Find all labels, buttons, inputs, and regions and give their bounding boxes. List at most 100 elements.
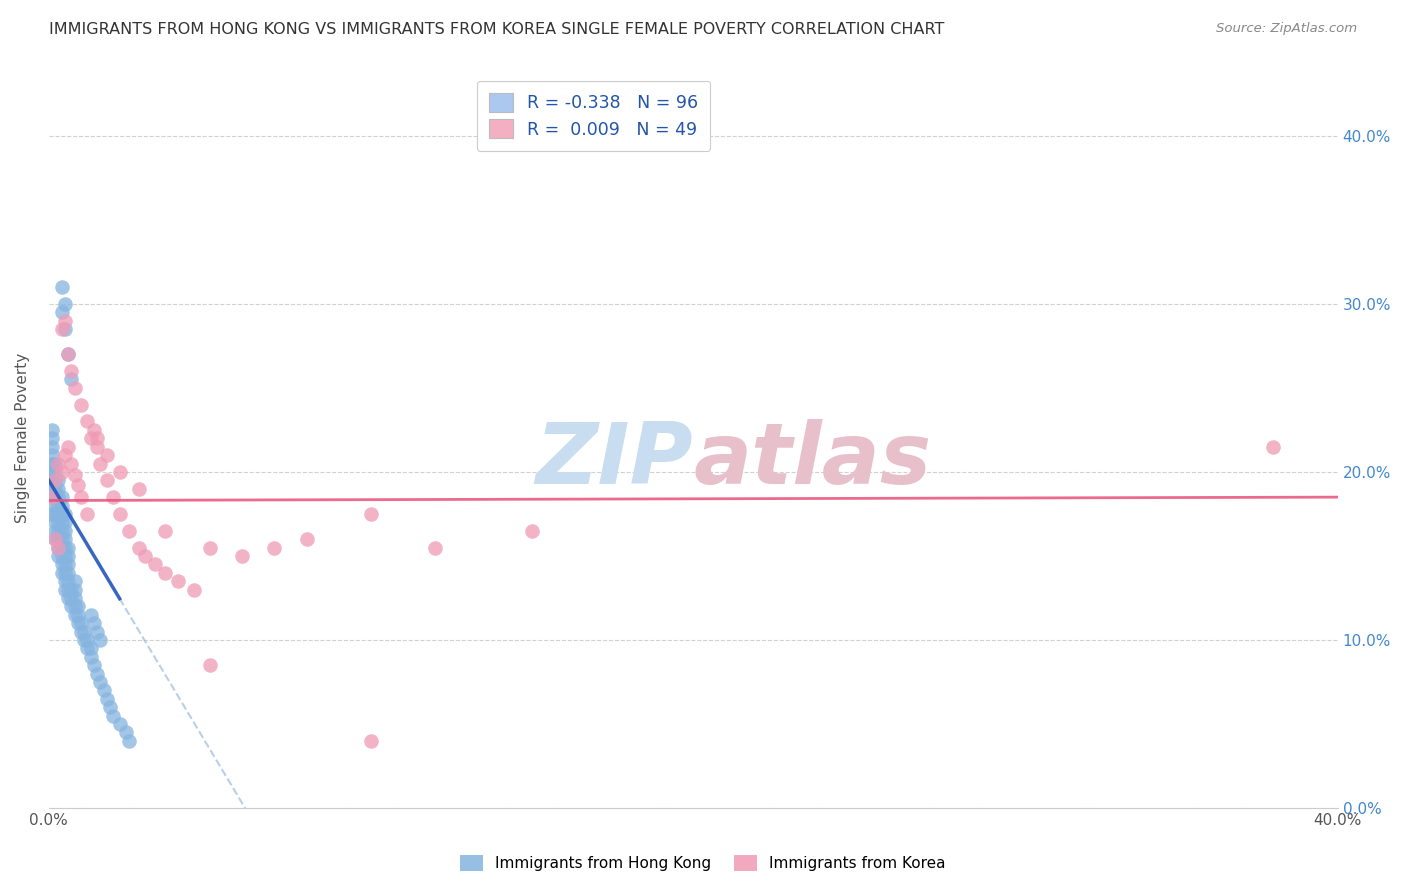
Point xyxy=(86,431,108,445)
Point xyxy=(295,532,318,546)
Point xyxy=(51,516,73,530)
Point xyxy=(66,478,89,492)
Point xyxy=(118,734,141,748)
Point xyxy=(86,666,108,681)
Point xyxy=(103,490,125,504)
Point xyxy=(51,465,73,479)
Point xyxy=(56,347,79,361)
Point xyxy=(76,641,98,656)
Point xyxy=(66,599,89,614)
Point xyxy=(89,457,111,471)
Point xyxy=(231,549,253,563)
Point xyxy=(53,322,76,336)
Point xyxy=(53,558,76,572)
Point xyxy=(53,313,76,327)
Point xyxy=(63,599,86,614)
Point xyxy=(153,566,176,580)
Point xyxy=(51,322,73,336)
Point xyxy=(41,473,63,487)
Point xyxy=(70,398,93,412)
Point xyxy=(51,532,73,546)
Point xyxy=(96,473,118,487)
Point xyxy=(44,457,66,471)
Point xyxy=(53,524,76,538)
Point xyxy=(60,457,83,471)
Point xyxy=(41,482,63,496)
Point xyxy=(44,473,66,487)
Point xyxy=(44,499,66,513)
Point xyxy=(51,524,73,538)
Point xyxy=(51,541,73,555)
Point xyxy=(48,549,70,563)
Point xyxy=(86,440,108,454)
Point xyxy=(41,448,63,462)
Point xyxy=(360,734,382,748)
Point xyxy=(89,675,111,690)
Point xyxy=(56,440,79,454)
Point xyxy=(48,499,70,513)
Point xyxy=(76,507,98,521)
Point xyxy=(44,473,66,487)
Point xyxy=(60,599,83,614)
Point xyxy=(360,507,382,521)
Point xyxy=(70,624,93,639)
Point xyxy=(56,347,79,361)
Point xyxy=(66,616,89,631)
Point xyxy=(48,482,70,496)
Point xyxy=(48,473,70,487)
Point xyxy=(520,524,543,538)
Point xyxy=(263,541,285,555)
Point xyxy=(51,558,73,572)
Point xyxy=(128,482,150,496)
Point xyxy=(41,507,63,521)
Point xyxy=(56,566,79,580)
Text: Source: ZipAtlas.com: Source: ZipAtlas.com xyxy=(1216,22,1357,36)
Point xyxy=(48,524,70,538)
Point xyxy=(79,607,101,622)
Legend: Immigrants from Hong Kong, Immigrants from Korea: Immigrants from Hong Kong, Immigrants fr… xyxy=(454,849,952,877)
Point xyxy=(83,423,105,437)
Point xyxy=(44,465,66,479)
Point xyxy=(41,490,63,504)
Point xyxy=(48,457,70,471)
Point xyxy=(53,532,76,546)
Point xyxy=(63,381,86,395)
Point xyxy=(56,541,79,555)
Point xyxy=(79,649,101,664)
Point xyxy=(51,280,73,294)
Point xyxy=(56,558,79,572)
Point xyxy=(44,524,66,538)
Point xyxy=(63,582,86,597)
Point xyxy=(70,616,93,631)
Point xyxy=(44,490,66,504)
Point xyxy=(183,582,205,597)
Point xyxy=(51,566,73,580)
Y-axis label: Single Female Poverty: Single Female Poverty xyxy=(15,353,30,524)
Point xyxy=(44,507,66,521)
Point xyxy=(56,549,79,563)
Legend: R = -0.338   N = 96, R =  0.009   N = 49: R = -0.338 N = 96, R = 0.009 N = 49 xyxy=(477,81,710,151)
Point xyxy=(53,507,76,521)
Point xyxy=(44,532,66,546)
Point xyxy=(166,574,188,589)
Point xyxy=(41,440,63,454)
Point xyxy=(108,717,131,731)
Point xyxy=(63,591,86,605)
Point xyxy=(63,574,86,589)
Point xyxy=(51,507,73,521)
Point xyxy=(76,632,98,647)
Point xyxy=(60,372,83,386)
Text: IMMIGRANTS FROM HONG KONG VS IMMIGRANTS FROM KOREA SINGLE FEMALE POVERTY CORRELA: IMMIGRANTS FROM HONG KONG VS IMMIGRANTS … xyxy=(49,22,945,37)
Point xyxy=(53,582,76,597)
Point xyxy=(89,632,111,647)
Point xyxy=(118,524,141,538)
Point xyxy=(48,507,70,521)
Point xyxy=(53,549,76,563)
Point xyxy=(41,465,63,479)
Point xyxy=(48,541,70,555)
Point xyxy=(56,582,79,597)
Point xyxy=(56,574,79,589)
Point xyxy=(53,541,76,555)
Point xyxy=(128,541,150,555)
Point xyxy=(115,725,138,739)
